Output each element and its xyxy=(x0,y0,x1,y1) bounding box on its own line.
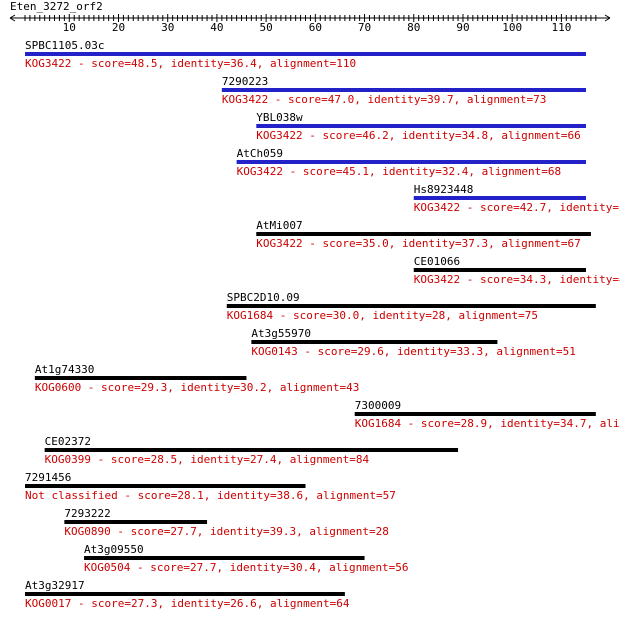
hit-row: 7291456 Not classified - score=28.1, iden… xyxy=(25,471,396,502)
axis-tick-label: 10 xyxy=(63,21,76,34)
hit-row: CE02372 KOG0399 - score=28.5, identity=27… xyxy=(44,435,459,466)
hit-sequence-id: CE02372 xyxy=(45,435,91,448)
hit-row: 7293222 KOG0890 - score=27.7, identity=39… xyxy=(64,507,389,538)
hit-alignment-bar xyxy=(64,520,208,524)
hit-annotation: KOG3422 - score=34.3, identity=41.2 xyxy=(414,273,620,286)
hit-row: AtMi007 KOG3422 - score=35.0, identity=37… xyxy=(256,219,591,250)
axis-tick-label: 60 xyxy=(309,21,322,34)
hit-sequence-id: AtCh059 xyxy=(237,147,283,160)
hit-row: At1g74330 KOG0600 - score=29.3, identity=… xyxy=(34,363,360,394)
hit-alignment-bar xyxy=(34,376,247,380)
hit-sequence-id: 7290223 xyxy=(222,75,268,88)
hit-annotation: KOG3422 - score=47.0, identity=39.7, ali… xyxy=(222,93,547,106)
hit-annotation: KOG3422 - score=35.0, identity=37.3, ali… xyxy=(256,237,581,250)
hit-sequence-id: At3g55970 xyxy=(251,327,311,340)
hit-alignment-bar xyxy=(413,268,586,272)
axis-right-arrow xyxy=(604,14,611,22)
hit-alignment-bar xyxy=(44,448,459,452)
hit-row: 7300009 KOG1684 - score=28.9, identity=34… xyxy=(354,399,620,430)
hit-alignment-bar xyxy=(25,592,345,596)
hit-annotation: KOG0143 - score=29.6, identity=33.3, ali… xyxy=(251,345,576,358)
hit-sequence-id: 7291456 xyxy=(25,471,71,484)
position-axis: 10 20 30 40 50 60 70 80 90 100 110 xyxy=(9,14,611,34)
hit-sequence-id: SPBC2D10.09 xyxy=(227,291,300,304)
hit-row: At3g32917 KOG0017 - score=27.3, identity=… xyxy=(25,579,350,610)
hit-row: At3g55970 KOG0143 - score=29.6, identity=… xyxy=(251,327,576,358)
hit-alignment-bar xyxy=(256,124,586,128)
hit-sequence-id: YBL038w xyxy=(256,111,303,124)
axis-tick-label: 100 xyxy=(502,21,522,34)
hit-alignment-bar xyxy=(251,340,498,344)
hit-annotation: KOG3422 - score=42.7, identity=55.9 xyxy=(414,201,620,214)
hit-row: Hs8923448 KOG3422 - score=42.7, identity=… xyxy=(413,183,620,214)
hit-annotation: KOG0017 - score=27.3, identity=26.6, ali… xyxy=(25,597,350,610)
hit-sequence-id: CE01066 xyxy=(414,255,460,268)
hit-alignment-bar xyxy=(413,196,586,200)
hit-row: AtCh059 KOG3422 - score=45.1, identity=32… xyxy=(236,147,586,178)
query-title: Eten_3272_orf2 xyxy=(10,0,103,13)
hit-sequence-id: AtMi007 xyxy=(256,219,302,232)
axis-tick-label: 90 xyxy=(456,21,469,34)
axis-tick-label: 50 xyxy=(260,21,273,34)
hit-annotation: KOG0890 - score=27.7, identity=39.3, ali… xyxy=(64,525,389,538)
hit-alignment-bar xyxy=(25,52,586,56)
hit-row: 7290223 KOG3422 - score=47.0, identity=39… xyxy=(221,75,586,106)
axis-tick-label: 30 xyxy=(161,21,174,34)
hit-sequence-id: 7300009 xyxy=(355,399,401,412)
hit-annotation: KOG0399 - score=28.5, identity=27.4, ali… xyxy=(45,453,370,466)
axis-tick-label: 40 xyxy=(210,21,223,34)
hit-row: SPBC2D10.09 KOG1684 - score=30.0, identit… xyxy=(226,291,596,322)
axis-tick-label: 20 xyxy=(112,21,125,34)
hit-annotation: KOG3422 - score=48.5, identity=36.4, ali… xyxy=(25,57,356,70)
hit-sequence-id: At1g74330 xyxy=(35,363,95,376)
axis-tick-label: 70 xyxy=(358,21,371,34)
hit-annotation: KOG0600 - score=29.3, identity=30.2, ali… xyxy=(35,381,360,394)
hit-annotation: KOG3422 - score=46.2, identity=34.8, ali… xyxy=(256,129,581,142)
hit-alignment-bar xyxy=(354,412,596,416)
hit-sequence-id: SPBC1105.03c xyxy=(25,39,104,52)
hit-sequence-id: Hs8923448 xyxy=(414,183,474,196)
hit-alignment-bar xyxy=(236,160,586,164)
hit-annotation: KOG0504 - score=27.7, identity=30.4, ali… xyxy=(84,561,409,574)
hit-row: CE01066 KOG3422 - score=34.3, identity=41… xyxy=(413,255,620,286)
hit-row: SPBC1105.03c KOG3422 - score=48.5, identi… xyxy=(25,39,586,70)
hit-alignment-bar xyxy=(84,556,365,560)
hit-alignment-bar xyxy=(256,232,591,236)
hit-annotation: KOG3422 - score=45.1, identity=32.4, ali… xyxy=(237,165,562,178)
hit-sequence-id: At3g32917 xyxy=(25,579,85,592)
axis-tick-label: 80 xyxy=(407,21,420,34)
hit-alignment-bar xyxy=(25,484,306,488)
hit-row: At3g09550 KOG0504 - score=27.7, identity=… xyxy=(84,543,409,574)
hit-row: YBL038w KOG3422 - score=46.2, identity=34… xyxy=(256,111,586,142)
hit-annotation: KOG1684 - score=28.9, identity=34.7, ali… xyxy=(355,417,620,430)
hit-alignment-bar xyxy=(221,88,586,92)
hit-annotation: Not classified - score=28.1, identity=38… xyxy=(25,489,396,502)
axis-tick-label: 110 xyxy=(551,21,571,34)
axis-left-arrow xyxy=(9,14,16,22)
hit-sequence-id: At3g09550 xyxy=(84,543,144,556)
hit-annotation: KOG1684 - score=30.0, identity=28, align… xyxy=(227,309,538,322)
hit-sequence-id: 7293222 xyxy=(64,507,110,520)
hit-alignment-bar xyxy=(226,304,596,308)
hit-list: SPBC1105.03c KOG3422 - score=48.5, identi… xyxy=(25,39,620,610)
